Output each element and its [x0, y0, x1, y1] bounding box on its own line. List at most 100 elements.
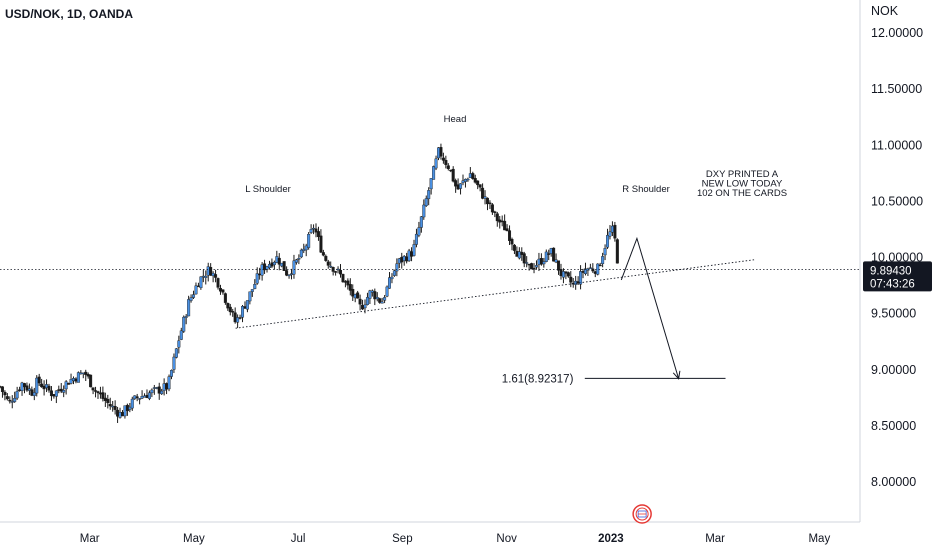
candle [324, 254, 328, 262]
candle [116, 406, 120, 423]
candle [177, 335, 181, 354]
candle [402, 255, 406, 266]
candle [365, 292, 369, 306]
candle [498, 215, 502, 229]
candle [160, 388, 164, 395]
fib-label: 1.61(8.92317) [502, 373, 574, 385]
candle [263, 259, 267, 274]
candle [544, 249, 548, 263]
candle [412, 239, 416, 257]
candle [140, 390, 144, 399]
candle [280, 262, 284, 268]
x-tick-label: May [183, 533, 205, 545]
candle [537, 252, 541, 272]
candle [566, 271, 570, 278]
candle [392, 269, 396, 277]
candle [0, 386, 4, 398]
candle [302, 243, 306, 254]
candle [10, 395, 14, 409]
candle [606, 228, 610, 249]
candle [591, 263, 595, 273]
candle [128, 402, 132, 413]
candle [304, 243, 308, 257]
candle [297, 254, 301, 265]
candle [361, 299, 365, 310]
candle [419, 216, 423, 233]
candle [554, 253, 558, 264]
candle [236, 314, 240, 329]
y-tick-label: 8.50000 [871, 419, 916, 433]
candle [206, 262, 210, 282]
candle [79, 370, 83, 375]
candle [64, 380, 68, 395]
candle [172, 353, 176, 374]
candle [74, 377, 78, 384]
y-tick-label: 10.50000 [871, 194, 923, 208]
candle [96, 390, 100, 399]
candle [250, 289, 254, 297]
candle [439, 143, 443, 160]
candle [495, 211, 499, 227]
candle [108, 397, 112, 410]
candle [490, 203, 494, 215]
candle [488, 200, 492, 209]
candle [221, 289, 225, 295]
right-shoulder-label: R Shoulder [622, 184, 670, 195]
candle [123, 405, 127, 419]
drawing-overlays: 1.61(8.92317) L Shoulder Head R Shoulder DXY… [0, 114, 860, 385]
candle [434, 155, 438, 171]
candle [292, 254, 296, 279]
neckline-trendline[interactable] [235, 259, 755, 329]
currency-label: NOK [871, 4, 899, 18]
candle [388, 272, 392, 289]
candle [432, 165, 436, 180]
candle [395, 258, 399, 277]
candle [552, 247, 556, 262]
candle [143, 393, 147, 398]
candle [564, 271, 568, 280]
candle [375, 292, 379, 302]
candle [436, 147, 440, 161]
candle [189, 294, 193, 303]
candle [579, 265, 583, 290]
candle [520, 247, 524, 261]
candle [503, 214, 507, 231]
candle [84, 369, 88, 381]
candle [37, 373, 41, 386]
candle [615, 238, 619, 264]
candle [608, 225, 612, 240]
candle [312, 224, 316, 235]
candle [397, 257, 401, 269]
candle [216, 277, 220, 290]
candle [383, 295, 387, 304]
candle [339, 264, 343, 278]
candle [603, 244, 607, 261]
candle [515, 246, 519, 257]
candle [601, 252, 605, 268]
candle [414, 228, 418, 248]
projection-path[interactable] [620, 236, 680, 379]
candle [243, 301, 247, 309]
candle [267, 260, 271, 270]
candle [378, 297, 382, 304]
candle [241, 304, 245, 323]
candle [559, 263, 563, 280]
candle [101, 386, 105, 402]
candle [214, 269, 218, 283]
candle [588, 263, 592, 269]
x-tick-label: Sep [392, 533, 412, 545]
candle [20, 381, 24, 396]
us-event-flag-icon[interactable] [632, 504, 652, 524]
candle [522, 251, 526, 268]
candle [353, 293, 357, 303]
candle [613, 221, 617, 242]
candle [569, 271, 573, 288]
candle [187, 295, 191, 317]
candle [138, 398, 142, 405]
candle [410, 247, 414, 262]
candle [471, 171, 475, 180]
head-label: Head [444, 114, 467, 125]
candle [194, 282, 198, 295]
